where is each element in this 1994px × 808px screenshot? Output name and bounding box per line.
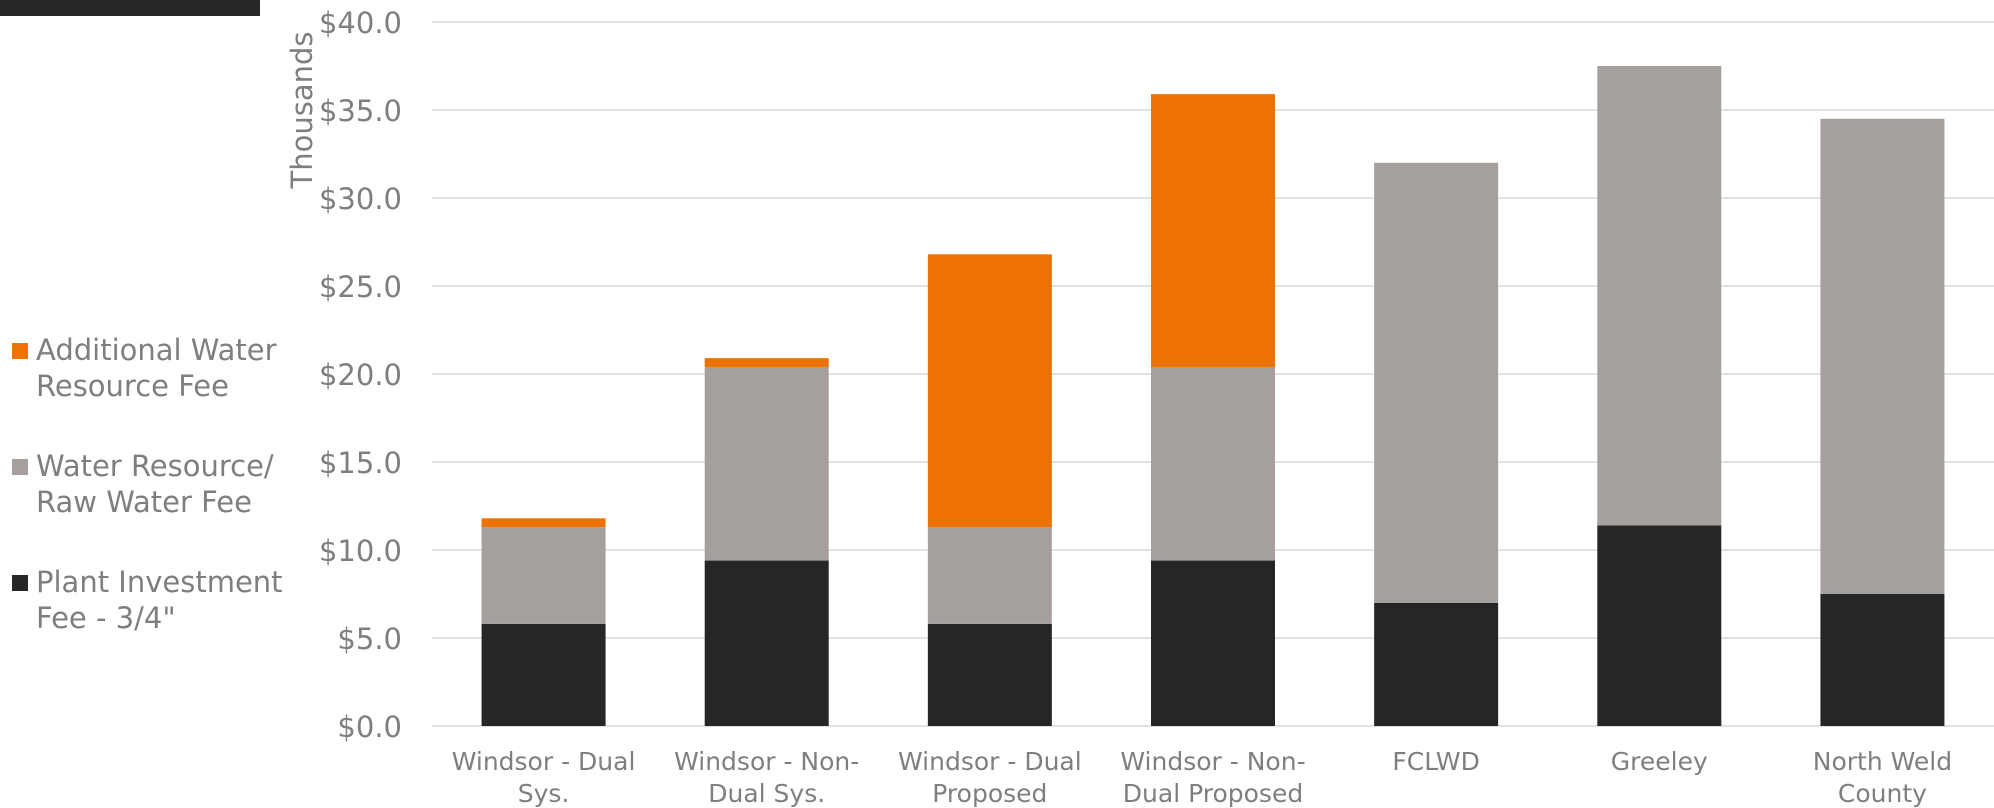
bar-segment-plant[interactable] (1820, 594, 1945, 726)
legend-swatch-plant (12, 575, 28, 591)
bar-segment-plant[interactable] (704, 560, 829, 726)
y-axis-label: Thousands (285, 32, 319, 190)
y-tick-label: $25.0 (319, 270, 402, 304)
bar-segment-additional[interactable] (481, 518, 606, 528)
y-axis-ticks: $0.0 $5.0 $10.0 $15.0 $20.0 $25.0 $30.0 $35.0 $4… (319, 6, 402, 744)
x-tick-label-line: Windsor - Non- (674, 747, 859, 776)
bar-segment-plant[interactable] (927, 623, 1052, 726)
y-tick-label: $15.0 (319, 446, 402, 480)
x-tick-label-line: Windsor - Non- (1120, 747, 1305, 776)
x-tick-label: Windsor - Dual Sys. (452, 747, 636, 808)
bar-segment-water[interactable] (481, 527, 606, 624)
bar-segment-additional[interactable] (927, 254, 1052, 528)
legend-swatch-water (12, 459, 28, 475)
x-tick-label: Windsor - Non- Dual Sys. (674, 747, 859, 808)
legend-label: Water Resource/ Raw Water Fee (36, 449, 274, 519)
bar-segment-plant[interactable] (1374, 602, 1499, 726)
y-tick-label: $10.0 (319, 534, 402, 568)
x-axis-ticks: Windsor - Dual Sys. Windsor - Non- Dual Sys… (452, 747, 1952, 808)
bar-segment-water[interactable] (1597, 66, 1722, 526)
y-tick-label: $5.0 (337, 622, 402, 656)
x-tick-label-line: Sys. (518, 779, 570, 808)
bar-segment-additional[interactable] (1151, 94, 1275, 367)
bar-segment-water[interactable] (1151, 366, 1275, 561)
x-tick-label-line: Windsor - Dual (452, 747, 636, 776)
legend-item-additional-water-resource-fee[interactable]: Additional Water Resource Fee (12, 332, 302, 404)
bar-segment-water[interactable] (1820, 118, 1945, 595)
x-tick-label: North Weld County (1813, 747, 1952, 808)
bar-segment-additional[interactable] (704, 358, 829, 367)
bar-segment-plant[interactable] (1151, 560, 1275, 726)
legend-label: Plant Investment Fee - 3/4" (36, 565, 283, 635)
bar-segment-plant[interactable] (1597, 525, 1722, 726)
y-tick-label: $0.0 (337, 710, 402, 744)
x-tick-label-line: Greeley (1611, 747, 1708, 776)
legend-item-plant-investment-fee[interactable]: Plant Investment Fee - 3/4" (12, 564, 302, 636)
bars (481, 66, 1945, 726)
x-tick-label: Windsor - Dual Proposed (898, 747, 1082, 808)
y-tick-label: $20.0 (319, 358, 402, 392)
x-tick-label-line: FCLWD (1392, 747, 1479, 776)
y-tick-label: $35.0 (319, 94, 402, 128)
bar-segment-water[interactable] (1374, 162, 1499, 603)
x-tick-label-line: Windsor - Dual (898, 747, 1082, 776)
x-tick-label-line: County (1838, 779, 1927, 808)
bar-segment-plant[interactable] (481, 623, 606, 726)
bar-segment-water[interactable] (927, 527, 1052, 624)
header-bar (0, 0, 260, 16)
y-tick-label: $30.0 (319, 182, 402, 216)
bar-segment-water[interactable] (704, 366, 829, 561)
x-tick-label: FCLWD (1392, 747, 1479, 776)
y-tick-label: $40.0 (319, 6, 402, 40)
x-tick-label-line: Dual Proposed (1123, 779, 1303, 808)
legend-item-water-resource-raw-water-fee[interactable]: Water Resource/ Raw Water Fee (12, 448, 302, 520)
legend-swatch-additional (12, 343, 28, 359)
x-tick-label: Windsor - Non- Dual Proposed (1120, 747, 1305, 808)
legend-label: Additional Water Resource Fee (36, 333, 277, 403)
x-tick-label: Greeley (1611, 747, 1708, 776)
x-tick-label-line: Dual Sys. (708, 779, 825, 808)
x-tick-label-line: North Weld (1813, 747, 1952, 776)
x-tick-label-line: Proposed (932, 779, 1047, 808)
